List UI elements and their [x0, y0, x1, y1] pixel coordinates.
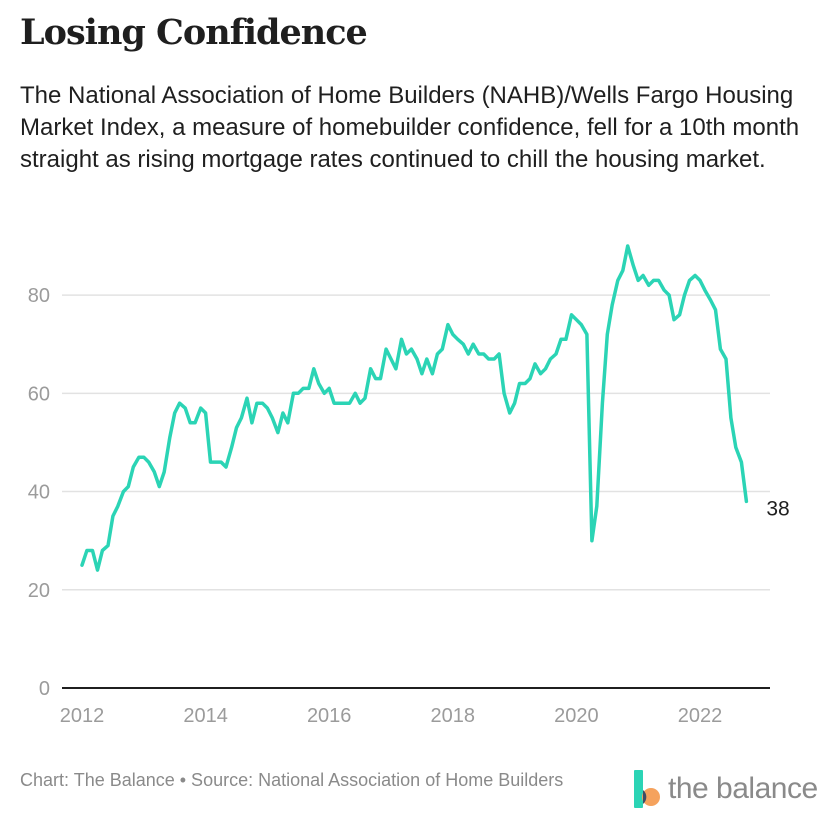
brand-logo: the balance	[634, 770, 818, 808]
y-tick-label: 20	[28, 580, 50, 602]
y-tick-label: 60	[28, 383, 50, 405]
chart-title: Losing Confidence	[20, 12, 368, 53]
end-value-label: 38	[766, 497, 789, 520]
x-axis-ticks: 2012 2014 2016 2018 2020 2022	[60, 705, 723, 727]
x-tick-label: 2016	[307, 705, 352, 727]
gridlines	[62, 294, 770, 591]
y-axis-ticks: 0 20 40 60 80	[28, 285, 50, 700]
x-tick-label: 2018	[431, 705, 476, 727]
y-tick-label: 40	[28, 482, 50, 504]
x-tick-label: 2020	[554, 705, 599, 727]
y-tick-label: 80	[28, 285, 50, 307]
data-points	[81, 245, 747, 571]
source-credit: Chart: The Balance • Source: National As…	[20, 770, 564, 790]
the-balance-logo-icon	[634, 770, 660, 808]
chart-subtitle: The National Association of Home Builder…	[20, 82, 800, 173]
x-tick-label: 2012	[60, 705, 105, 727]
line-chart: 0 20 40 60 80 2012 2014 2016 2018 2020 2022 38	[28, 244, 790, 727]
x-tick-label: 2014	[183, 705, 228, 727]
series-line-housing-market-index	[80, 244, 749, 572]
brand-wordmark: the balance	[668, 772, 818, 805]
y-tick-label: 0	[39, 678, 50, 700]
x-tick-label: 2022	[678, 705, 723, 727]
